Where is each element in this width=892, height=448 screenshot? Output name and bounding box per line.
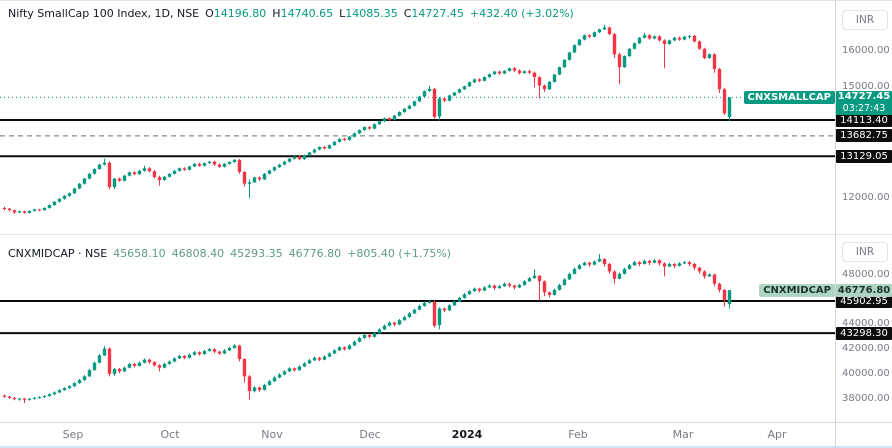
ohlc-open-value: 14196.80 [213, 7, 267, 20]
price-tick-label: 42000.00 [842, 343, 890, 355]
candlestick-charts-canvas[interactable] [0, 1, 835, 448]
ohlc-high-label: H [272, 7, 281, 20]
pane1-symbol-title[interactable]: Nifty SmallCap 100 Index, 1D, NSE [8, 7, 200, 20]
price-tick-label: 44000.00 [842, 318, 890, 330]
month-label: Sep [62, 428, 84, 441]
ohlc-high-value: 14740.65 [280, 7, 334, 20]
price-line-axis-label[interactable]: 13682.75 [836, 129, 892, 143]
month-label: Feb [568, 428, 588, 441]
current-price-axis-label[interactable]: 46776.80 [836, 283, 892, 297]
ohlc-close-label: C [403, 7, 412, 20]
price-tick-label: 48000.00 [842, 269, 890, 281]
month-label: Mar [672, 428, 694, 441]
ohlc-close-value: 14727.45 [411, 7, 464, 20]
month-label: Nov [261, 428, 283, 441]
symbol-price-marker[interactable]: CNXSMALLCAP [743, 90, 835, 104]
year-label: 2024 [451, 428, 483, 441]
month-label: Oct [160, 428, 180, 441]
current-price-value: 14727.45 [837, 90, 891, 102]
month-label: Dec [359, 428, 381, 441]
pane-separator[interactable] [0, 234, 892, 235]
price-tick-label: 15000.00 [842, 81, 890, 93]
pane2-high-value: 46808.40 [171, 247, 225, 260]
price-tick-label: 40000.00 [842, 367, 890, 379]
pane1-change-value: +432.40 (+3.02%) [469, 7, 574, 20]
pane2-close-value: 46776.80 [288, 247, 342, 260]
ohlc-open-label: O [205, 7, 214, 20]
countdown-timer: 03:27:43 [842, 102, 886, 114]
pane2-legend[interactable]: CNXMIDCAP · NSE 45658.10 46808.40 45293.35 4… [8, 247, 451, 260]
pane1-currency-button[interactable]: INR [842, 10, 888, 30]
price-tick-label: 38000.00 [842, 392, 890, 404]
ohlc-low-label: L [339, 7, 346, 20]
widget-bottom-edge [0, 446, 892, 448]
price-tick-label: 16000.00 [842, 44, 890, 56]
ohlc-low-value: 14085.35 [345, 7, 398, 20]
price-line-axis-label[interactable]: 14113.40 [836, 113, 892, 127]
time-axis-border [0, 422, 892, 423]
price-line-axis-label[interactable]: 13129.05 [836, 149, 892, 163]
price-line-axis-label[interactable]: 45902.95 [836, 294, 892, 308]
price-line-axis-label[interactable]: 43298.30 [836, 326, 892, 340]
symbol-price-marker[interactable]: CNXMIDCAP [759, 283, 835, 297]
price-tick-label: 12000.00 [842, 191, 890, 203]
pane1-legend[interactable]: Nifty SmallCap 100 Index, 1D, NSE O14196.… [8, 7, 574, 20]
pane2-symbol-title[interactable]: CNXMIDCAP · NSE [8, 247, 108, 260]
pane2-currency-button[interactable]: INR [842, 242, 888, 262]
price-axis-border[interactable] [835, 1, 836, 448]
current-price-axis-label[interactable]: 14727.45 03:27:43 [836, 90, 892, 115]
month-label: Apr [767, 428, 787, 441]
pane2-change-value: +805.40 (+1.75%) [347, 247, 452, 260]
pane2-open-value: 45658.10 [113, 247, 166, 260]
pane2-low-value: 45293.35 [230, 247, 283, 260]
